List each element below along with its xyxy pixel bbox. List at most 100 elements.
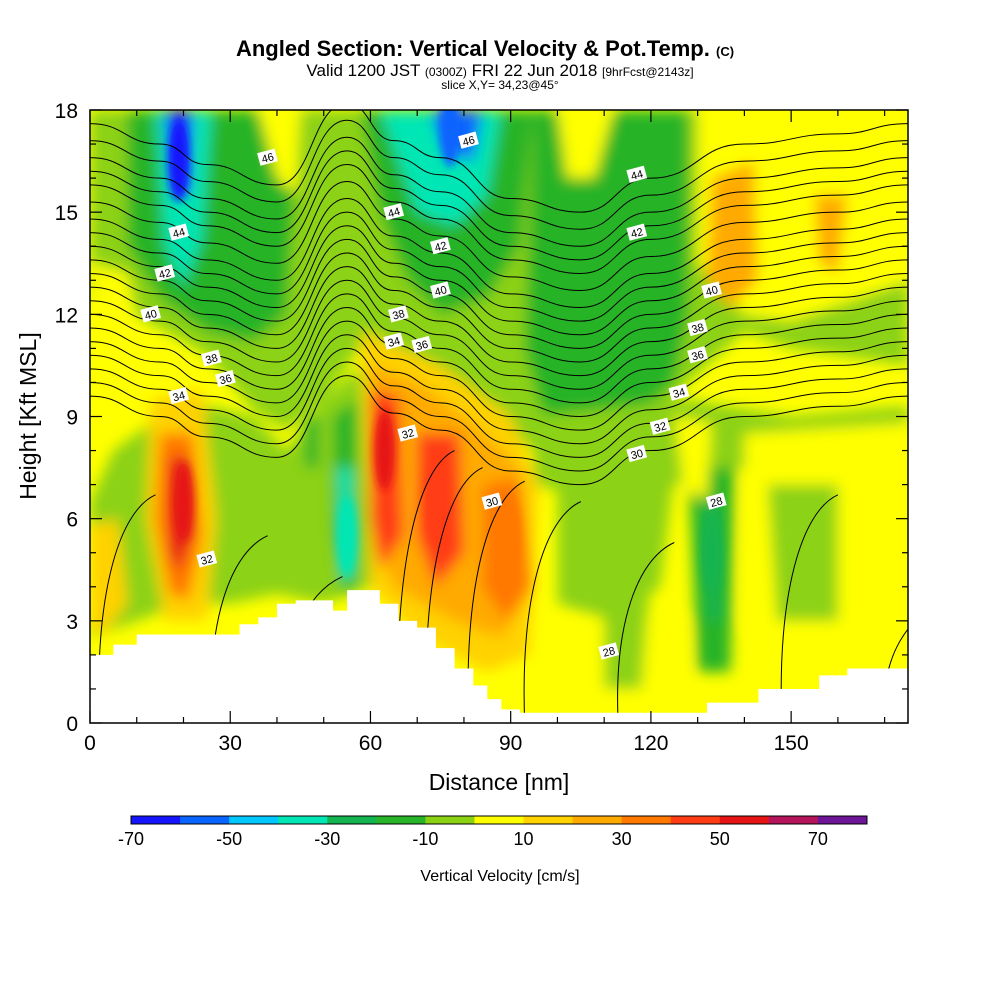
field-features	[168, 110, 722, 593]
updraft-core	[500, 495, 521, 576]
isentrope-label-bg	[257, 148, 278, 166]
colorbar-segment	[425, 816, 475, 824]
isentrope-label-text: 36	[218, 373, 233, 388]
isentrope-label: 30	[481, 492, 503, 510]
isentrope	[90, 163, 908, 274]
isentrope	[90, 266, 908, 377]
isentrope-label-bg	[598, 642, 620, 660]
isentrope-label-text: 38	[690, 322, 705, 337]
isentrope-label: 30	[626, 444, 648, 463]
isentrope-label-bg	[383, 332, 405, 350]
colorbar-segment	[817, 816, 868, 824]
isentrope-label-text: 34	[387, 335, 402, 350]
isentrope-label: 42	[154, 264, 176, 282]
colorbar-label: 50	[710, 829, 730, 849]
colorbar-segment	[572, 816, 623, 824]
field-region	[305, 416, 319, 468]
y-tick-label: 3	[66, 611, 78, 634]
colorbar-segment	[327, 816, 377, 824]
colorbar-segment	[376, 816, 426, 824]
x-tick-label: 120	[633, 732, 668, 755]
isentrope	[617, 542, 675, 723]
colorbar-label: -70	[118, 829, 144, 849]
isentrope-label-bg	[215, 369, 236, 388]
isentrope	[90, 320, 908, 431]
isentrope-label-bg	[430, 281, 451, 299]
updraft-core	[173, 461, 194, 542]
isentrope-label-text: 28	[602, 645, 617, 660]
isentrope-label-bg	[383, 203, 405, 221]
isentrope	[90, 136, 908, 247]
x-tick-label: 150	[774, 732, 809, 755]
isentrope-label: 32	[196, 550, 218, 568]
isentrope-label: 36	[411, 335, 433, 353]
isentrope-label-text: 46	[260, 151, 275, 166]
isentrope-label-text: 44	[387, 206, 402, 221]
isentrope-label: 38	[387, 305, 409, 323]
slice-label: slice X,Y= 34,23@45°	[441, 78, 559, 92]
isentrope-label-bg	[201, 349, 222, 367]
isentrope	[523, 501, 582, 723]
isentrope-label-text: 44	[172, 226, 187, 241]
field-region	[258, 110, 301, 196]
isentrope	[90, 198, 908, 309]
isentrope-label-bg	[154, 264, 176, 282]
isentrope-label: 32	[649, 417, 671, 435]
isentrope	[90, 252, 908, 363]
isentrope-label: 40	[701, 281, 722, 299]
isentrope-label: 36	[687, 346, 708, 364]
colorbar-segment	[523, 816, 574, 824]
isentrope-label: 42	[430, 237, 451, 255]
isentrope-label: 46	[458, 131, 479, 149]
isentrope-label: 34	[168, 386, 190, 405]
isentrope-label: 44	[383, 203, 405, 221]
colorbar-segment	[621, 816, 672, 824]
colorbar-label: -30	[314, 829, 340, 849]
colorbar-segment	[180, 816, 230, 824]
field-region	[604, 569, 651, 689]
chart-subtitle: Valid 1200 JST (0300Z) FRI 22 Jun 2018 […	[306, 61, 693, 80]
downdraft-core	[439, 110, 460, 168]
isentrope-label-text: 42	[630, 226, 645, 241]
x-tick-label: 60	[359, 732, 382, 755]
isentrope-labels: 46 46 44 44 44 42 42 42 40 40 40 38 38 38 36 36 36 34 34 34…	[140, 131, 727, 660]
x-tick-label: 30	[219, 732, 242, 755]
updraft-core	[374, 410, 395, 491]
isentrope-label-bg	[626, 165, 648, 183]
isentrope-label: 34	[383, 332, 405, 350]
field-region	[557, 110, 614, 179]
y-tick-label: 6	[66, 509, 78, 532]
field-region	[767, 484, 838, 621]
isentrope-label-text: 42	[433, 240, 448, 255]
field-region	[524, 110, 689, 465]
isentrope-label-bg	[626, 223, 648, 241]
x-tick-label: 90	[499, 732, 522, 755]
isentrope	[90, 375, 908, 486]
y-tick-label: 15	[55, 202, 78, 225]
isentrope-label-text: 30	[630, 448, 645, 463]
chart-title: Angled Section: Vertical Velocity & Pot.…	[236, 36, 734, 61]
y-tick-label: 18	[55, 100, 78, 123]
colorbar-title: Vertical Velocity [cm/s]	[420, 868, 579, 885]
isentrope-label: 42	[626, 223, 648, 241]
isentrope-label-text: 30	[485, 495, 500, 510]
colorbar-segment	[768, 816, 819, 824]
isentrope-label-text: 40	[144, 308, 159, 323]
isentrope-label: 36	[215, 369, 236, 388]
isentrope	[90, 279, 908, 390]
isentrope-label: 38	[201, 349, 222, 367]
isentrope	[90, 211, 908, 322]
colorbar-segment	[229, 816, 279, 824]
colorbar-label: -50	[216, 829, 242, 849]
isentrope-label: 40	[140, 305, 162, 323]
terrain	[90, 590, 908, 723]
y-tick-label: 12	[55, 304, 78, 327]
isentrope	[780, 494, 839, 723]
isentrope-label-text: 46	[461, 134, 476, 149]
isentrope-label-text: 36	[690, 349, 705, 364]
isentrope-label-text: 34	[172, 390, 187, 405]
y-tick-label: 9	[66, 407, 78, 430]
isentrope-label: 46	[257, 148, 278, 166]
y-axis-label: Height [Kft MSL]	[15, 332, 41, 499]
isentrope-label-bg	[140, 305, 162, 323]
